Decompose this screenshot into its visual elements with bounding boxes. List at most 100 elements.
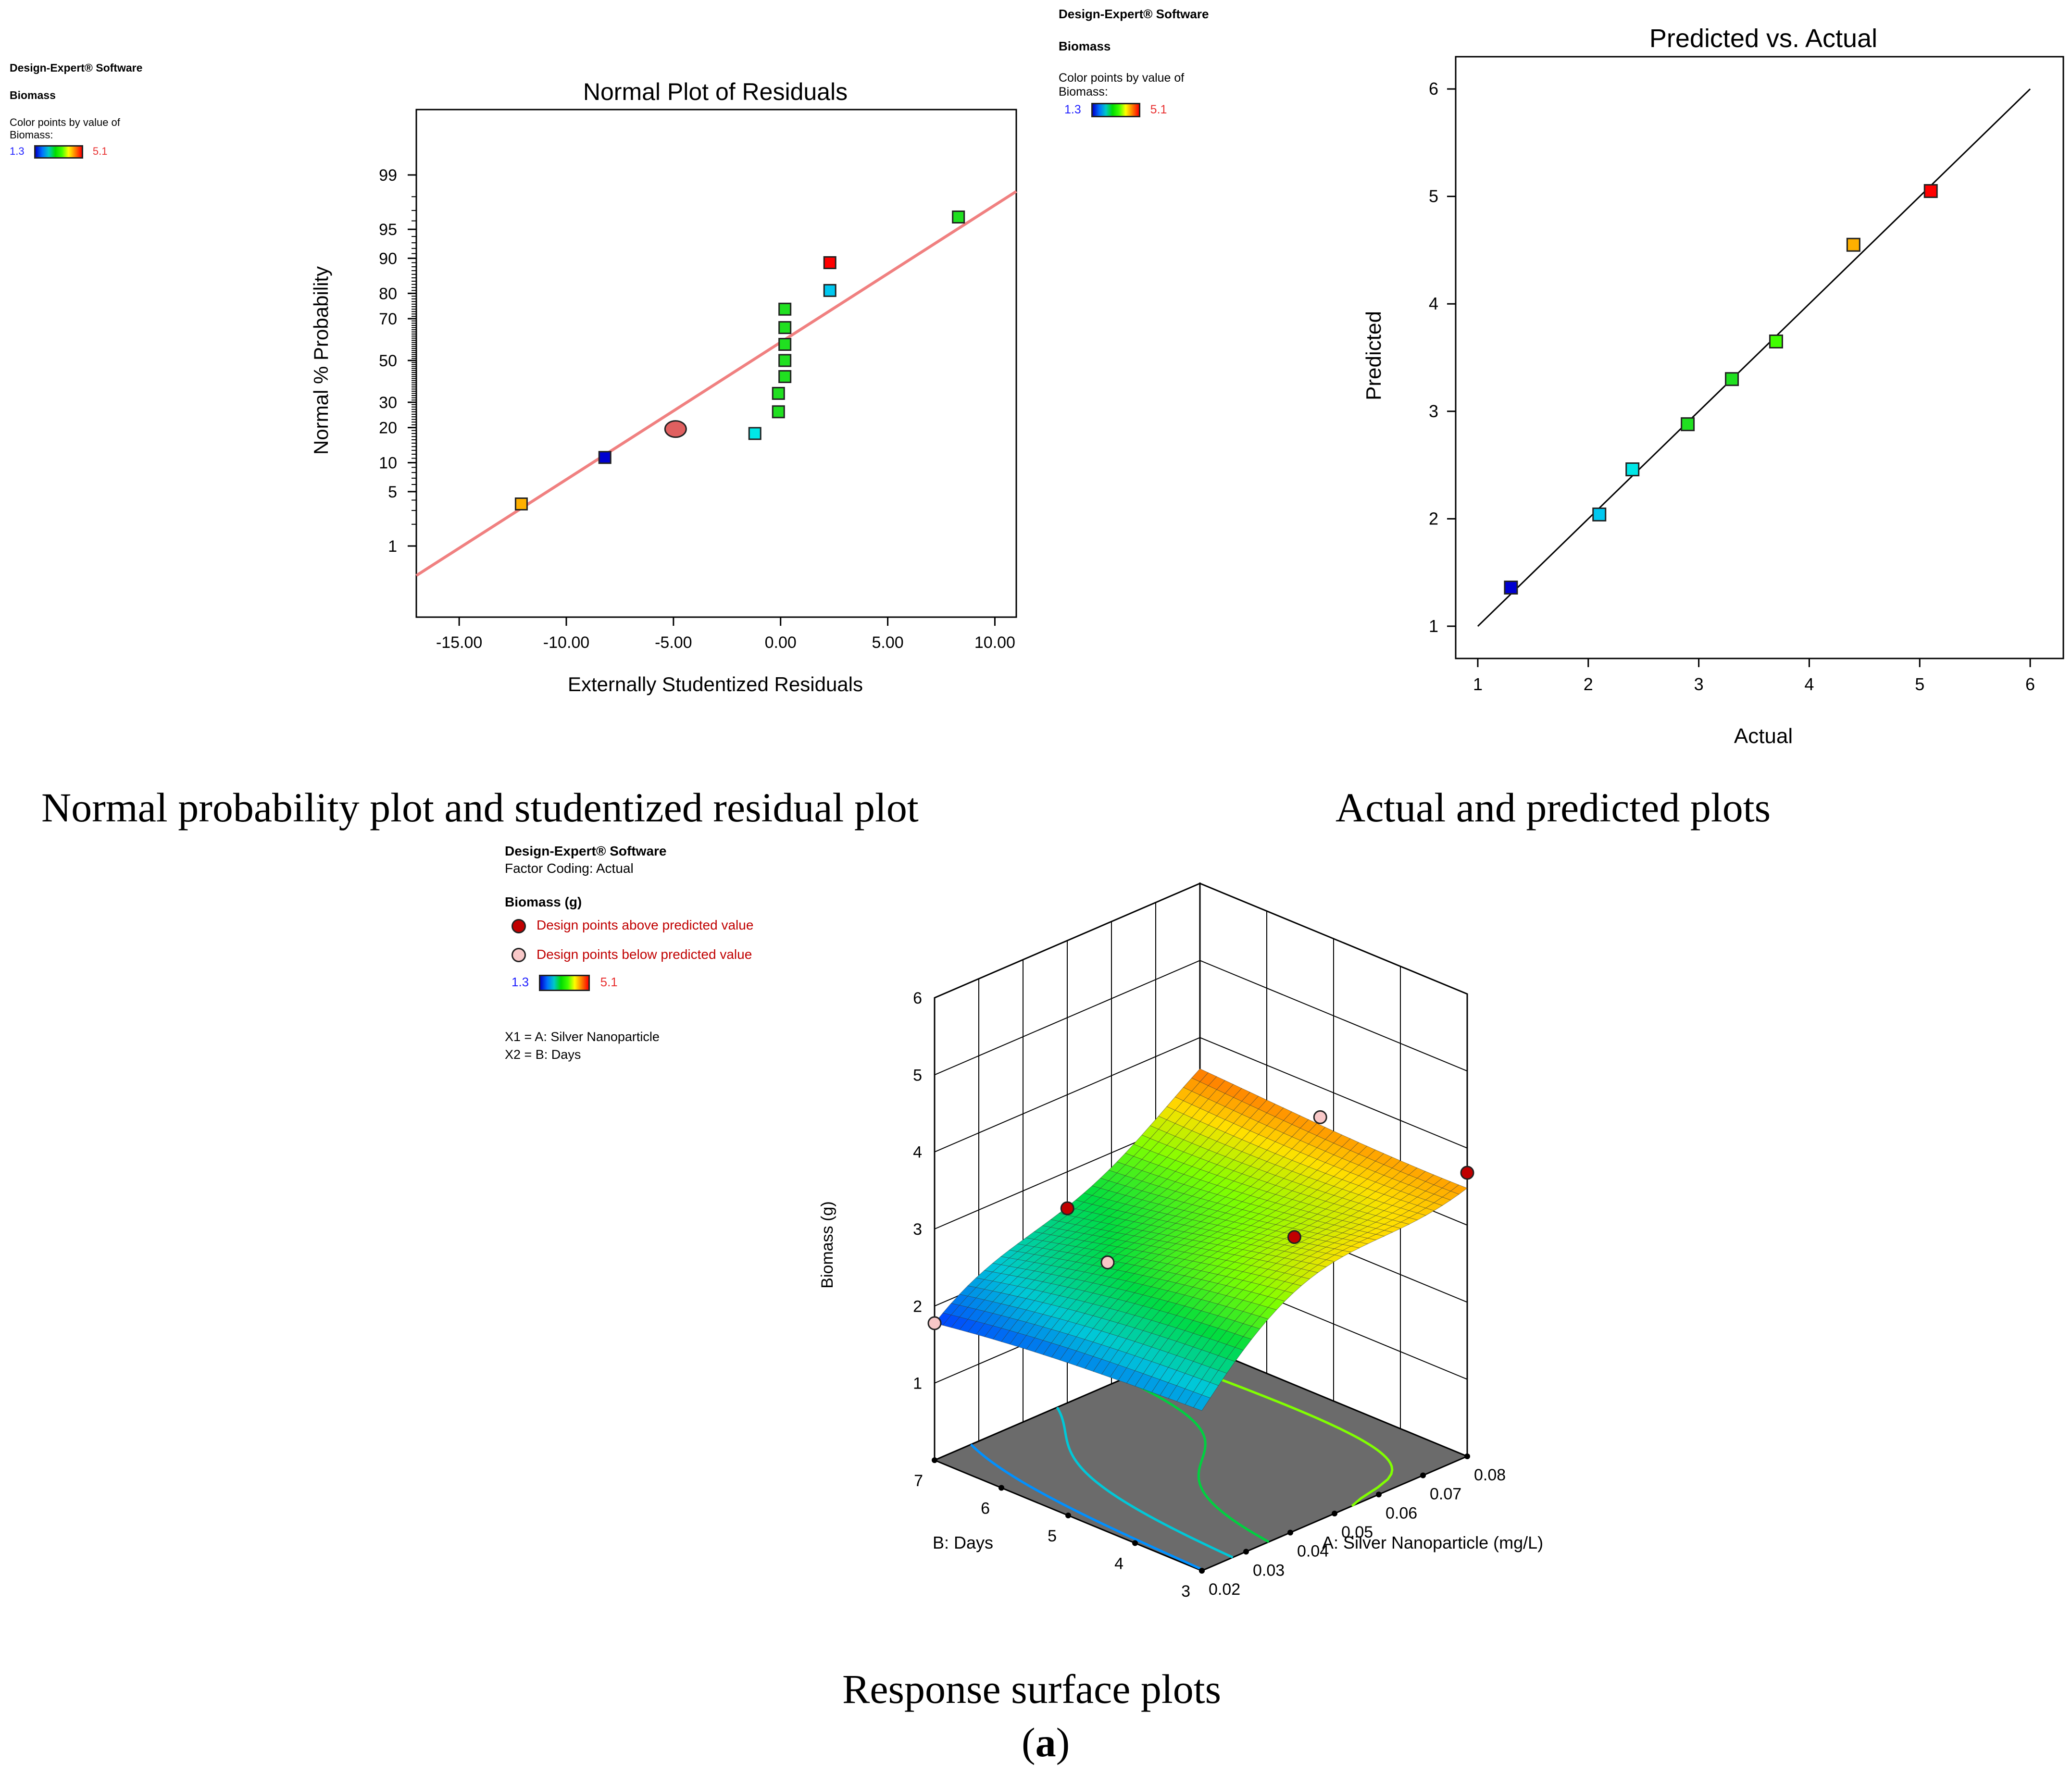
legend-response: Biomass	[1059, 39, 1111, 53]
legend-low: 1.3	[10, 145, 25, 157]
x-tick-mark	[1376, 1491, 1382, 1498]
x-tick-label: 0.07	[1430, 1485, 1461, 1503]
legend-color-by-2: Biomass:	[1059, 85, 1108, 99]
residual-point	[514, 497, 528, 511]
residual-point	[772, 405, 785, 419]
y-tick-label: 50	[379, 352, 397, 370]
design-point	[1100, 1255, 1115, 1270]
x-tick-mark	[1243, 1549, 1249, 1555]
normal-points	[514, 210, 965, 511]
caption-panel-a: (a)	[1022, 1719, 1070, 1765]
legend-low: 1.3	[1064, 103, 1081, 116]
legend-high: 5.1	[600, 975, 618, 990]
residual-point	[823, 256, 836, 269]
y-tick-mark	[1132, 1540, 1138, 1546]
normal-x-ticks: -15.00 -10.00 -5.00 0.00 5.00 10.00	[436, 617, 1015, 652]
actual-point	[1923, 184, 1938, 198]
actual-plot: Predicted vs. Actual 1 2 3 4 5 6 1 2 3 4 5 6 Actua…	[1362, 24, 2064, 748]
legend-color-scale: 1.3 5.1	[505, 975, 753, 992]
y-tick-label: 6	[981, 1500, 990, 1518]
legend-gradient	[34, 145, 83, 159]
legend-low: 1.3	[512, 975, 529, 990]
design-point	[1287, 1230, 1301, 1244]
actual-point	[1504, 580, 1518, 595]
residual-point	[778, 338, 792, 351]
floor-contour	[970, 1443, 1204, 1571]
design-point	[927, 1316, 942, 1330]
legend-color-scale: 1.3 5.1	[1059, 103, 1209, 118]
y-tick-mark	[1199, 1568, 1205, 1574]
legend-actual-plot: Design-Expert® Software Biomass Color po…	[1059, 7, 1209, 118]
legend-above-label: Design points above predicted value	[537, 918, 754, 932]
legend-color-scale: 1.3 5.1	[10, 145, 142, 159]
residual-point	[598, 451, 612, 464]
actual-plot-xlabel: Actual	[1734, 724, 1793, 748]
surface-ylabel: B: Days	[933, 1533, 993, 1552]
legend-surface-plot: Design-Expert® Software Factor Coding: A…	[505, 844, 753, 1062]
legend-response: Biomass	[10, 89, 56, 101]
surface-xlabel: A: Silver Nanoparticle (mg/L)	[1322, 1533, 1543, 1552]
x-tick-label: 0.05	[1341, 1523, 1373, 1541]
z-tick-label: 3	[913, 1220, 922, 1239]
surface-x-ticks: 0.02 0.03 0.04 0.05 0.06 0.07 0.08	[1199, 1453, 1506, 1599]
legend-x2: X2 = B: Days	[505, 1047, 581, 1062]
x-tick-mark	[1332, 1511, 1337, 1516]
legend-below: Design points below predicted value	[505, 947, 753, 963]
x-tick-label: 0.06	[1385, 1504, 1417, 1522]
surface-cell	[1193, 1394, 1211, 1411]
actual-point	[1846, 237, 1860, 252]
y-tick-label: 2	[1429, 509, 1438, 528]
normal-plot: Normal Plot of Residuals 1 5 10 20 30 50 70 80 9…	[310, 78, 1017, 695]
floor-contour	[1056, 1406, 1234, 1559]
actual-fit-line	[1477, 88, 2031, 627]
x-tick-label: 3	[1694, 674, 1704, 694]
y-tick-label: 7	[914, 1472, 923, 1490]
legend-color-by-2: Biomass:	[10, 129, 53, 141]
z-tick-label: 1	[913, 1375, 922, 1393]
legend-software: Design-Expert® Software	[505, 844, 667, 858]
surface-plot: 1 2 3 4 5 6 0.02 0.03 0.04 0.05 0.06 0.07 0.08 3 4 5 6…	[818, 882, 1543, 1601]
x-tick-label: 0.00	[765, 633, 797, 652]
actual-point	[1769, 334, 1783, 348]
surface-zlabel: Biomass (g)	[818, 1201, 836, 1288]
design-point	[1460, 1166, 1474, 1180]
actual-fit-line-segment	[1477, 88, 2031, 627]
residual-point	[778, 302, 792, 316]
legend-color-by: Color points by value of	[1059, 71, 1185, 85]
y-tick-label: 4	[1429, 294, 1438, 313]
x-tick-label: -10.00	[543, 633, 589, 652]
y-tick-label: 90	[379, 249, 397, 268]
x-tick-label: 10.00	[974, 633, 1015, 652]
x-tick-label: 0.04	[1297, 1542, 1329, 1561]
y-tick-label: 3	[1429, 401, 1438, 421]
actual-point	[1725, 372, 1739, 386]
normal-plot-frame	[415, 109, 1017, 618]
x-tick-mark	[1420, 1472, 1426, 1478]
actual-plot-title: Predicted vs. Actual	[1649, 24, 1877, 53]
normal-y-ticks: 1 5 10 20 30 50 70 80 90 95 99	[379, 166, 416, 556]
legend-gradient	[539, 975, 590, 992]
y-tick-label: 1	[1429, 616, 1438, 636]
x-tick-label: 4	[1804, 674, 1814, 694]
actual-point	[1592, 507, 1607, 521]
actual-point	[1681, 417, 1695, 432]
y-tick-mark	[932, 1457, 937, 1463]
legend-high: 5.1	[92, 145, 108, 157]
residual-point	[778, 354, 792, 367]
caption-surface: Response surface plots	[842, 1666, 1222, 1712]
legend-normal-plot: Design-Expert® Software Biomass Color po…	[10, 62, 142, 159]
design-point	[1060, 1201, 1074, 1216]
surface-design-points	[927, 1110, 1474, 1330]
x-tick-label: 0.03	[1253, 1561, 1285, 1579]
legend-software: Design-Expert® Software	[10, 62, 143, 74]
z-tick-label: 5	[913, 1066, 922, 1084]
legend-coding: Factor Coding: Actual	[505, 861, 634, 876]
x-tick-label: 5.00	[872, 633, 903, 652]
residual-point	[778, 321, 792, 335]
legend-gradient	[1091, 103, 1140, 118]
legend-software: Design-Expert® Software	[1059, 7, 1209, 21]
residual-point	[748, 427, 761, 440]
actual-y-ticks: 1 2 3 4 5 6	[1429, 79, 1456, 636]
legend-x1: X1 = A: Silver Nanoparticle	[505, 1030, 660, 1044]
x-tick-label: -5.00	[655, 633, 692, 652]
